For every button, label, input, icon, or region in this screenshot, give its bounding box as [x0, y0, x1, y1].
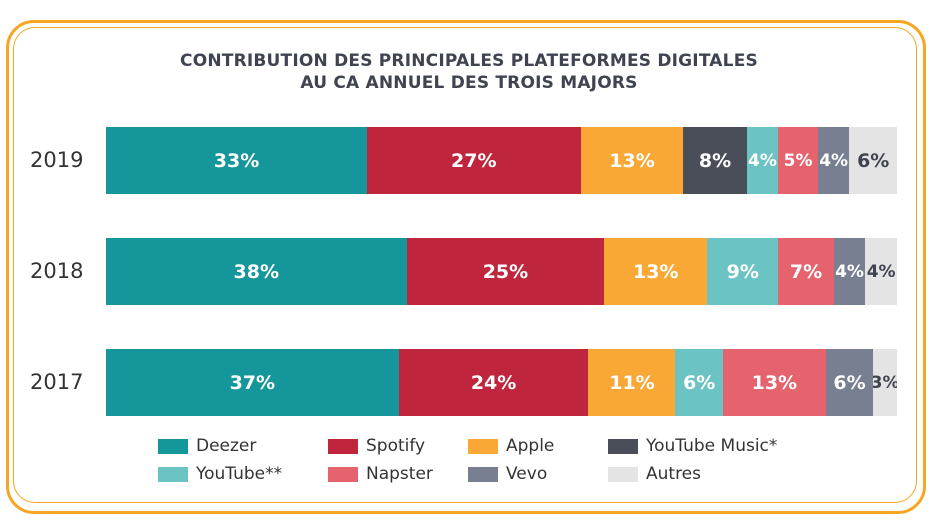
legend-label: Vevo [506, 464, 548, 484]
data-label: 4% [866, 261, 896, 282]
legend-swatch [608, 438, 638, 454]
legend-swatch [468, 438, 498, 454]
data-label: 25% [482, 260, 529, 283]
bar-segment-apple-2018: 13% [604, 238, 708, 305]
legend-swatch [158, 466, 188, 482]
legend-swatch [468, 466, 498, 482]
legend-item-apple: Apple [468, 436, 554, 456]
data-label: 4% [748, 150, 777, 171]
legend-label: Napster [366, 464, 433, 484]
bar-segment-vevo-2017: 6% [825, 349, 874, 416]
data-label: 4% [835, 261, 864, 282]
legend-item-youtube-music: YouTube Music* [608, 436, 777, 456]
legend-swatch [608, 466, 638, 482]
bar-segment-deezer-2018: 38% [106, 238, 407, 305]
bar-segment-spotify-2017: 24% [398, 349, 589, 416]
legend-item-deezer: Deezer [158, 436, 256, 456]
data-label: 6% [833, 371, 866, 394]
data-label: 13% [633, 260, 679, 283]
legend-label: Deezer [196, 436, 257, 456]
legend-item-spotify: Spotify [328, 436, 425, 456]
data-label: 24% [470, 371, 517, 394]
bar-segment-apple-2019: 13% [580, 127, 684, 194]
data-label: 9% [726, 260, 759, 283]
chart-title-line-1: CONTRIBUTION DES PRINCIPALES PLATEFORMES… [180, 51, 758, 71]
bar-row-2019: 33% 27% 13% 8% 4% 5% 4% 6% [106, 127, 897, 194]
bar-segment-autres-2017: 3% [873, 349, 897, 416]
bar-segment-youtube-2019: 4% [746, 127, 779, 194]
bar-segment-napster-2017: 13% [722, 349, 826, 416]
bar-segment-vevo-2018: 4% [833, 238, 866, 305]
bar-segment-youtube-2017: 6% [675, 349, 723, 416]
legend-swatch [328, 438, 358, 454]
year-label-2017: 2017 [30, 369, 84, 394]
data-label: 13% [751, 371, 798, 394]
bar-segment-youtube-2018: 9% [707, 238, 779, 305]
data-label: 13% [609, 149, 655, 172]
data-label: 33% [213, 149, 260, 172]
bar-segment-deezer-2017: 37% [106, 349, 399, 416]
bar-segment-autres-2019: 6% [849, 127, 897, 194]
data-label: 6% [857, 149, 890, 172]
bar-segment-spotify-2018: 25% [406, 238, 605, 305]
bar-segment-autres-2018: 4% [865, 238, 897, 305]
bar-segment-deezer-2019: 33% [106, 127, 368, 194]
bar-segment-napster-2019: 5% [778, 127, 818, 194]
legend-swatch [328, 466, 358, 482]
inner-frame [13, 27, 917, 503]
data-label: 11% [609, 371, 655, 394]
data-label: 5% [783, 150, 813, 171]
data-label: 27% [451, 149, 497, 172]
legend-item-youtube: YouTube** [158, 464, 282, 484]
legend-item-autres: Autres [608, 464, 701, 484]
data-label: 3% [873, 372, 897, 393]
data-label: 38% [233, 260, 280, 283]
year-label-2019: 2019 [30, 147, 84, 172]
data-label: 4% [819, 150, 849, 171]
bar-segment-spotify-2019: 27% [367, 127, 581, 194]
year-label-2018: 2018 [30, 258, 84, 283]
legend-label: YouTube Music* [646, 436, 778, 456]
legend-label: Apple [506, 436, 555, 456]
bar-row-2018: 38% 25% 13% 9% 7% 4% 4% [106, 238, 897, 305]
bar-segment-apple-2017: 11% [588, 349, 676, 416]
legend-swatch [158, 438, 188, 454]
data-label: 8% [698, 149, 732, 172]
data-label: 6% [683, 371, 716, 394]
legend-item-napster: Napster [328, 464, 433, 484]
bar-segment-vevo-2019: 4% [817, 127, 850, 194]
bar-segment-napster-2018: 7% [778, 238, 834, 305]
legend-item-vevo: Vevo [468, 464, 547, 484]
legend-label: YouTube** [196, 464, 283, 484]
chart-title: CONTRIBUTION DES PRINCIPALES PLATEFORMES… [0, 50, 938, 94]
chart-legend: Deezer Spotify Apple YouTube Music* YouTube*… [158, 436, 858, 488]
legend-label: Spotify [366, 436, 426, 456]
bar-row-2017: 37% 24% 11% 6% 13% 6% 3% [106, 349, 897, 416]
data-label: 7% [789, 260, 823, 283]
legend-label: Autres [646, 464, 702, 484]
bar-segment-youtube-music-2019: 8% [683, 127, 747, 194]
data-label: 37% [229, 371, 276, 394]
chart-title-line-2: AU CA ANNUEL DES TROIS MAJORS [300, 73, 638, 93]
